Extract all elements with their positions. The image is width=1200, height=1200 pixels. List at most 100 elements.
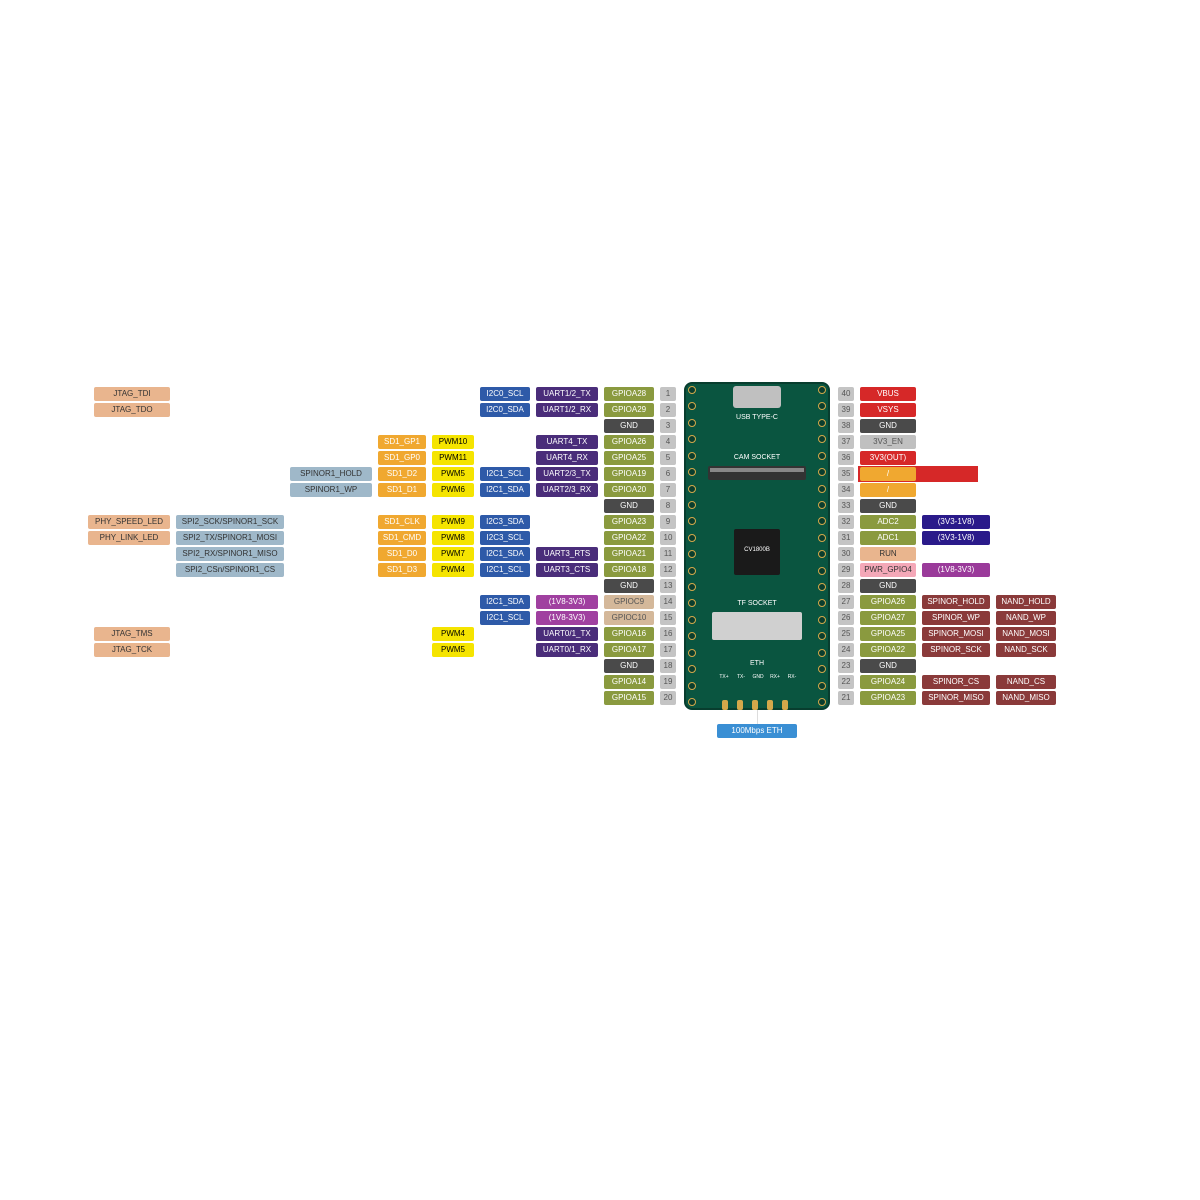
jtagx-L-16: JTAG_TCK: [94, 643, 170, 657]
gpio-L-8: GPIOA23: [604, 515, 654, 529]
main-R-1: VSYS: [860, 403, 916, 417]
eth-pad-1: [737, 700, 743, 710]
pin-hole: [818, 567, 826, 575]
pin-num-L-7: 7: [660, 483, 676, 497]
volt-L-13: (1V8-3V3): [536, 595, 598, 609]
spi2-L-11: SPI2_CSn/SPINOR1_CS: [176, 563, 284, 577]
gnd-L-12: GND: [604, 579, 654, 593]
jtag-L-1: JTAG_TDO: [94, 403, 170, 417]
jtagx-L-15: JTAG_TMS: [94, 627, 170, 641]
pwm-L-3: PWM10: [432, 435, 474, 449]
uart-L-4: UART4_RX: [536, 451, 598, 465]
pin-num-L-17: 17: [660, 643, 676, 657]
i2c-L-8: I2C3_SDA: [480, 515, 530, 529]
spinor-L-5: SPINOR1_HOLD: [290, 467, 372, 481]
i2c-L-13: I2C1_SDA: [480, 595, 530, 609]
pin-num-R-33: 33: [838, 499, 854, 513]
volt-L-14: (1V8-3V3): [536, 611, 598, 625]
pwm-L-5: PWM5: [432, 467, 474, 481]
i2c-L-0: I2C0_SCL: [480, 387, 530, 401]
main-R-2: GND: [860, 419, 916, 433]
pin-num-R-24: 24: [838, 643, 854, 657]
pin-num-L-1: 1: [660, 387, 676, 401]
eth-pad-2: [752, 700, 758, 710]
pin-num-L-5: 5: [660, 451, 676, 465]
pin-hole: [818, 419, 826, 427]
pwm-L-10: PWM7: [432, 547, 474, 561]
gpio-L-3: GPIOA26: [604, 435, 654, 449]
gpio-L-19: GPIOA15: [604, 691, 654, 705]
main-R-3: 3V3_EN: [860, 435, 916, 449]
main-R-19: GPIOA23: [860, 691, 916, 705]
pin-num-L-13: 13: [660, 579, 676, 593]
sd1-L-9: SD1_CMD: [378, 531, 426, 545]
main-R-15: GPIOA25: [860, 627, 916, 641]
pin-num-R-40: 40: [838, 387, 854, 401]
i2c-L-6: I2C1_SDA: [480, 483, 530, 497]
pin-num-L-9: 9: [660, 515, 676, 529]
jtag-L-0: JTAG_TDI: [94, 387, 170, 401]
eth-pin-0: TX+: [716, 674, 732, 680]
cam-label: CAM SOCKET: [684, 454, 830, 461]
eth-pin-2: GND: [750, 674, 766, 680]
main-R-14: GPIOA27: [860, 611, 916, 625]
ext2-R-19: NAND_MISO: [996, 691, 1056, 705]
main-R-6: /: [860, 483, 916, 497]
pwm-L-6: PWM6: [432, 483, 474, 497]
ext1-R-11: (1V8-3V3): [922, 563, 990, 577]
main-R-18: GPIOA24: [860, 675, 916, 689]
gpioc-L-14: GPIOC10: [604, 611, 654, 625]
pin-hole: [818, 616, 826, 624]
tf-label: TF SOCKET: [684, 600, 830, 607]
pin-num-R-31: 31: [838, 531, 854, 545]
i2c-L-11: I2C1_SCL: [480, 563, 530, 577]
chip-label: CV1800B: [734, 547, 780, 553]
pin-num-L-3: 3: [660, 419, 676, 433]
uart-L-1: UART1/2_RX: [536, 403, 598, 417]
gpio-L-16: GPIOA17: [604, 643, 654, 657]
ext1-R-18: SPINOR_CS: [922, 675, 990, 689]
pin-hole: [688, 386, 696, 394]
i2c-L-1: I2C0_SDA: [480, 403, 530, 417]
main-R-5: /: [860, 467, 916, 481]
pin-num-L-18: 18: [660, 659, 676, 673]
pin-hole: [688, 534, 696, 542]
eth-pad-3: [767, 700, 773, 710]
main-R-0: VBUS: [860, 387, 916, 401]
sd1-L-4: SD1_GP0: [378, 451, 426, 465]
spi2-L-9: SPI2_TX/SPINOR1_MOSI: [176, 531, 284, 545]
pin-num-R-37: 37: [838, 435, 854, 449]
eth-pin-4: RX-: [784, 674, 800, 680]
main-R-4: 3V3(OUT): [860, 451, 916, 465]
gpio-L-1: GPIOA29: [604, 403, 654, 417]
pin-num-R-28: 28: [838, 579, 854, 593]
gnd-L-17: GND: [604, 659, 654, 673]
gnd-L-2: GND: [604, 419, 654, 433]
spi2-L-10: SPI2_RX/SPINOR1_MISO: [176, 547, 284, 561]
sd1-L-6: SD1_D1: [378, 483, 426, 497]
pin-hole: [688, 698, 696, 706]
gpio-L-4: GPIOA25: [604, 451, 654, 465]
pin-num-R-36: 36: [838, 451, 854, 465]
pin-hole: [688, 649, 696, 657]
pin-hole: [818, 682, 826, 690]
pin-hole: [688, 616, 696, 624]
main-R-10: RUN: [860, 547, 916, 561]
uart-L-5: UART2/3_TX: [536, 467, 598, 481]
pwm-L-8: PWM9: [432, 515, 474, 529]
uart-L-15: UART0/1_TX: [536, 627, 598, 641]
pin-num-R-32: 32: [838, 515, 854, 529]
pin-hole: [688, 682, 696, 690]
pin-num-L-11: 11: [660, 547, 676, 561]
ext2-R-15: NAND_MOSI: [996, 627, 1056, 641]
pwm-L-15: PWM4: [432, 627, 474, 641]
i2c-L-9: I2C3_SCL: [480, 531, 530, 545]
pin-num-R-34: 34: [838, 483, 854, 497]
spi2-L-8: SPI2_SCK/SPINOR1_SCK: [176, 515, 284, 529]
main-R-12: GND: [860, 579, 916, 593]
eth-label: ETH: [684, 660, 830, 667]
main-R-8: ADC2: [860, 515, 916, 529]
pwm-L-9: PWM8: [432, 531, 474, 545]
sd1-L-8: SD1_CLK: [378, 515, 426, 529]
i2c-L-5: I2C1_SCL: [480, 467, 530, 481]
